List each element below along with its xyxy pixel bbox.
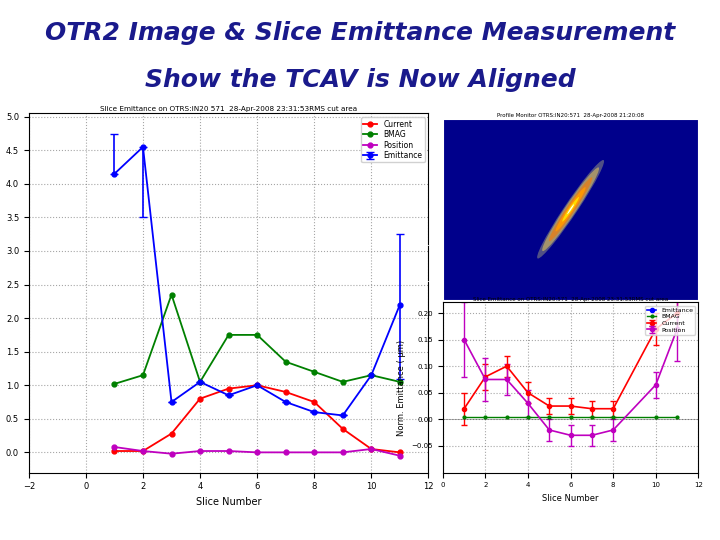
Position [167,450,176,457]
Text: OTR2 Image & Slice Emittance Measurement: OTR2 Image & Slice Emittance Measurement [45,21,675,45]
Line: BMAG: BMAG [112,292,402,386]
Legend: Current, BMAG, Position, Emittance: Current, BMAG, Position, Emittance [361,117,425,163]
Current [338,426,347,432]
Current [139,448,148,454]
Ellipse shape [549,177,593,241]
Line: Current: Current [112,383,402,455]
Line: BMAG: BMAG [463,415,678,418]
Line: Position: Position [112,444,402,458]
BMAG [367,372,376,379]
BMAG [395,379,404,385]
BMAG [139,372,148,379]
BMAG [567,414,575,420]
BMAG [609,414,618,420]
BMAG [672,414,681,420]
Current [395,449,404,456]
BMAG [253,332,261,338]
BMAG [196,379,204,385]
X-axis label: x (mm): x (mm) [559,321,582,326]
Ellipse shape [567,204,574,214]
BMAG [481,414,490,420]
Current [310,399,318,405]
Ellipse shape [562,197,579,221]
BMAG [545,414,554,420]
BMAG [310,369,318,375]
BMAG [167,292,176,298]
Position [310,449,318,456]
Position [139,448,148,454]
Position [253,449,261,456]
Y-axis label: y (mm): y (mm) [413,198,418,221]
BMAG [503,414,511,420]
Ellipse shape [542,167,599,251]
Title: Profile Monitor OTRS:IN20:571  28-Apr-2008 21:20:08: Profile Monitor OTRS:IN20:571 28-Apr-200… [497,113,644,118]
Current [253,382,261,388]
Text: 21: 21 [323,505,340,518]
Current [110,448,119,454]
Legend: Emittance, BMAG, Current, Position: Emittance, BMAG, Current, Position [645,306,696,334]
Position [395,453,404,459]
BMAG [282,359,290,365]
X-axis label: Slice Number: Slice Number [542,494,599,503]
Position [282,449,290,456]
X-axis label: Slice Number: Slice Number [196,497,261,507]
Position [225,448,233,454]
BMAG [225,332,233,338]
BMAG [460,414,469,420]
Position [110,444,119,450]
Y-axis label: Norm. Emittance ( μm): Norm. Emittance ( μm) [397,339,406,436]
BMAG [338,379,347,385]
Title: Slice Emittance on OTRS:IN20:571  28-Apr-2008 23:31:53RMS cut area: Slice Emittance on OTRS:IN20:571 28-Apr-… [473,297,668,302]
Position [196,448,204,454]
BMAG [523,414,532,420]
Text: Show the TCAV is Now Aligned: Show the TCAV is Now Aligned [145,68,575,92]
Ellipse shape [556,187,585,232]
Current [367,446,376,452]
BMAG [588,414,596,420]
Title: Slice Emittance on OTRS:IN20 571  28-Apr-2008 23:31:53RMS cut area: Slice Emittance on OTRS:IN20 571 28-Apr-… [100,106,357,112]
Current [225,386,233,392]
Text: Experience with RF Guns: Experience with RF Guns [14,521,162,534]
Current [282,389,290,395]
Ellipse shape [537,160,604,259]
Position [338,449,347,456]
Current [167,430,176,437]
BMAG [110,381,119,387]
Position [367,446,376,452]
Text: May 14, 2008: May 14, 2008 [14,494,94,507]
BMAG [652,414,660,420]
Current [196,395,204,402]
